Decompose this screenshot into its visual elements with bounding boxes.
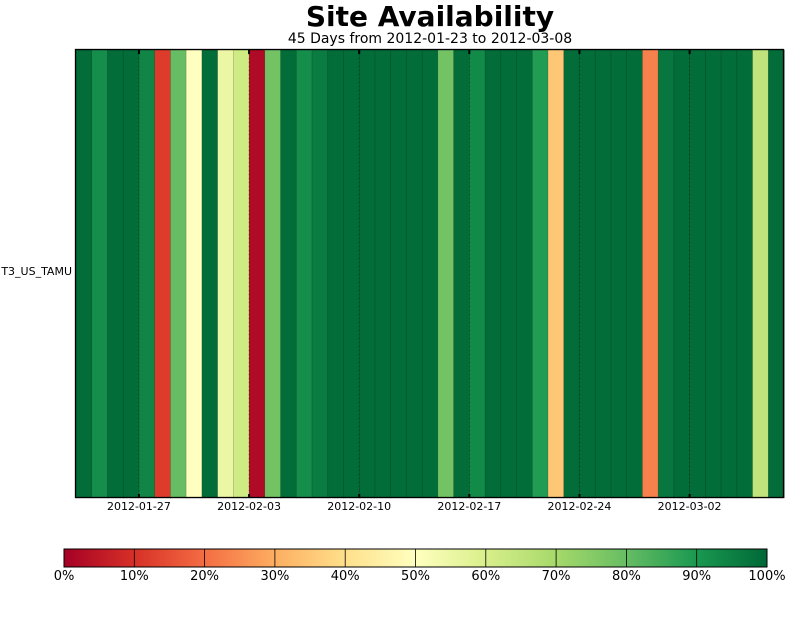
heatmap-cell bbox=[327, 49, 345, 499]
x-tick-label: 2012-02-24 bbox=[547, 500, 611, 513]
colorbar-tick-label: 10% bbox=[120, 569, 149, 584]
heatmap-cell bbox=[579, 49, 596, 499]
colorbar-tick-label: 20% bbox=[190, 569, 219, 584]
heatmap-cell bbox=[469, 49, 486, 499]
heatmap-cell bbox=[122, 49, 140, 499]
heatmap-cell bbox=[264, 49, 282, 499]
heatmap-cell bbox=[437, 49, 455, 499]
heatmap-cell bbox=[138, 49, 156, 499]
heatmap-cell bbox=[563, 49, 581, 499]
heatmap-cell bbox=[201, 49, 219, 499]
heatmap-cell bbox=[547, 49, 565, 499]
x-axis-ticks: 2012-01-27 2012-02-03 2012-02-10 2012-02-17… bbox=[107, 50, 722, 513]
chart-title: Site Availability bbox=[306, 0, 554, 33]
colorbar-tick-label: 100% bbox=[748, 569, 785, 584]
x-tick-label: 2012-02-17 bbox=[437, 500, 501, 513]
plot-frame bbox=[74, 48, 785, 499]
heatmap-cell bbox=[280, 49, 297, 499]
heatmap-cell bbox=[75, 49, 93, 499]
heatmap-cell bbox=[374, 49, 392, 499]
colorbar-tick-label: 60% bbox=[471, 569, 500, 584]
heatmap-cell bbox=[484, 49, 502, 499]
heatmap-cell bbox=[642, 49, 659, 499]
x-tick-label: 2012-03-02 bbox=[658, 500, 722, 513]
heatmap-cell bbox=[626, 49, 644, 499]
heatmap-cell bbox=[453, 49, 471, 499]
colorbar-tick-label: 90% bbox=[682, 569, 711, 584]
heatmap-cell bbox=[343, 49, 360, 499]
colorbar-tick-label: 40% bbox=[331, 569, 360, 584]
x-tick-label: 2012-02-10 bbox=[327, 500, 391, 513]
heatmap-cell bbox=[233, 49, 250, 499]
heatmap-cell bbox=[185, 49, 203, 499]
heatmap-cell bbox=[720, 49, 738, 499]
heatmap-cell bbox=[500, 49, 518, 499]
heatmap-cell bbox=[705, 49, 722, 499]
heatmap-cell bbox=[406, 49, 423, 499]
x-tick-label: 2012-02-03 bbox=[217, 500, 281, 513]
heatmap-cell bbox=[610, 49, 628, 499]
heatmap-cell bbox=[421, 49, 439, 499]
colorbar-tick-label: 50% bbox=[401, 569, 430, 584]
colorbar: 0% 10% 20% 30% 40% 50% 60% 70% 80% 90% 100% bbox=[54, 548, 786, 584]
heatmap-cell bbox=[154, 49, 172, 499]
grid-lines bbox=[138, 50, 690, 498]
colorbar-tick-label: 0% bbox=[54, 569, 75, 584]
heatmap-cell bbox=[689, 49, 707, 499]
heatmap-cell bbox=[311, 49, 329, 499]
heatmap-cell bbox=[673, 49, 691, 499]
heatmap-cell bbox=[767, 49, 785, 499]
heatmap-cells bbox=[75, 49, 785, 499]
heatmap-cell bbox=[217, 49, 235, 499]
colorbar-tick-label: 30% bbox=[260, 569, 289, 584]
heatmap-cell bbox=[170, 49, 187, 499]
heatmap-cell bbox=[107, 49, 124, 499]
heatmap-cell bbox=[516, 49, 533, 499]
heatmap-cell bbox=[295, 49, 313, 499]
colorbar-tick-label: 70% bbox=[542, 569, 571, 584]
heatmap-cell bbox=[358, 49, 376, 499]
heatmap-cell bbox=[752, 49, 769, 499]
heatmap-cell bbox=[91, 49, 109, 499]
x-tick-label: 2012-01-27 bbox=[107, 500, 171, 513]
chart-subtitle: 45 Days from 2012-01-23 to 2012-03-08 bbox=[288, 31, 572, 47]
heatmap-cell bbox=[531, 49, 549, 499]
heatmap-cell bbox=[248, 49, 266, 499]
row-label: T3_US_TAMU bbox=[0, 265, 72, 278]
colorbar-tick-label: 80% bbox=[612, 569, 641, 584]
heatmap-cell bbox=[736, 49, 754, 499]
heatmap-cell bbox=[657, 49, 675, 499]
heatmap-cell bbox=[594, 49, 612, 499]
heatmap-cell bbox=[390, 49, 408, 499]
